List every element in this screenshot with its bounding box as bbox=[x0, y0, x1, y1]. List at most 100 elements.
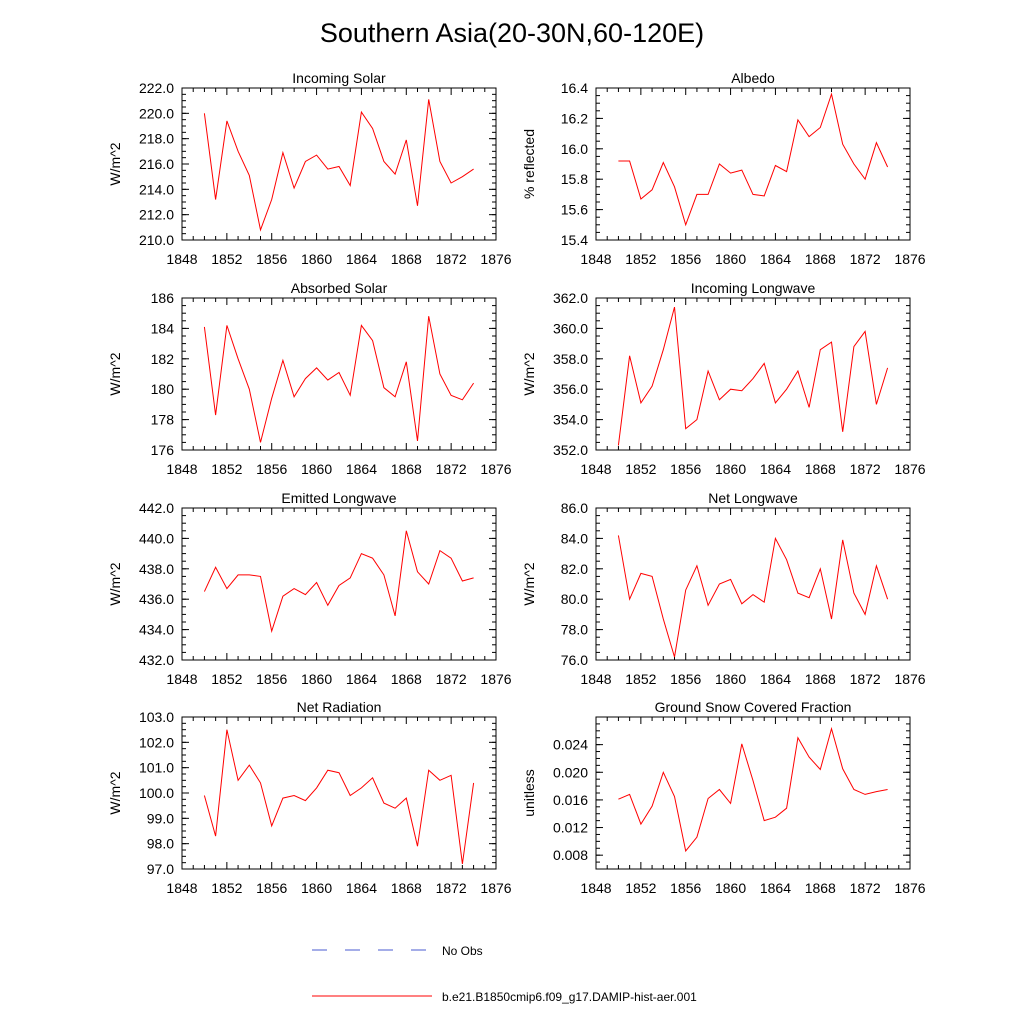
y-tick-label: 15.8 bbox=[561, 171, 588, 187]
chart-panel-1: Incoming Solar W/m^2 1848 1852 1856 1860 1864 1… bbox=[107, 70, 512, 267]
chart-panels: Incoming Solar W/m^2 1848 1852 1856 1860 1864 1… bbox=[107, 70, 926, 896]
y-tick-label: 442.0 bbox=[139, 500, 174, 516]
plot-frame bbox=[181, 87, 497, 241]
y-tick-label: 15.4 bbox=[561, 232, 588, 248]
x-tick-label: 1872 bbox=[436, 461, 467, 477]
chart-panel-2: Albedo % reflected 1848 1852 1856 1860 1864 186… bbox=[521, 70, 926, 267]
x-tick-label: 1848 bbox=[580, 880, 611, 896]
y-axis-label: W/m^2 bbox=[107, 142, 123, 185]
y-tick-label: 360.0 bbox=[553, 320, 588, 336]
x-tick-label: 1848 bbox=[580, 251, 611, 267]
x-tick-label: 1852 bbox=[625, 461, 656, 477]
plot-frame bbox=[595, 87, 911, 241]
panel-title: Net Longwave bbox=[708, 490, 798, 506]
series-line bbox=[203, 530, 474, 634]
legend-no-obs-label: No Obs bbox=[442, 944, 483, 958]
y-axis-label: W/m^2 bbox=[107, 562, 123, 605]
x-tick-label: 1848 bbox=[580, 671, 611, 687]
y-tick-label: 354.0 bbox=[553, 412, 588, 428]
panel-title: Emitted Longwave bbox=[281, 490, 396, 506]
y-axis-label: W/m^2 bbox=[107, 352, 123, 395]
x-tick-label: 1848 bbox=[580, 461, 611, 477]
y-tick-label: 76.0 bbox=[561, 652, 588, 668]
x-tick-label: 1876 bbox=[894, 251, 925, 267]
y-tick-label: 86.0 bbox=[561, 500, 588, 516]
x-tick-label: 1872 bbox=[436, 671, 467, 687]
plot-frame bbox=[181, 507, 497, 661]
x-tick-label: 1852 bbox=[625, 251, 656, 267]
y-tick-label: 82.0 bbox=[561, 561, 588, 577]
y-tick-label: 0.008 bbox=[553, 847, 588, 863]
x-tick-label: 1860 bbox=[715, 461, 746, 477]
x-tick-label: 1868 bbox=[805, 671, 836, 687]
x-tick-label: 1856 bbox=[256, 880, 287, 896]
x-tick-label: 1872 bbox=[850, 671, 881, 687]
x-tick-label: 1848 bbox=[166, 671, 197, 687]
series-line bbox=[203, 99, 474, 232]
y-tick-label: 182 bbox=[151, 351, 175, 367]
chart-panel-5: Emitted Longwave W/m^2 1848 1852 1856 1860 186… bbox=[107, 490, 512, 687]
y-tick-label: 356.0 bbox=[553, 381, 588, 397]
figure-title: Southern Asia(20-30N,60-120E) bbox=[320, 18, 704, 48]
x-tick-label: 1848 bbox=[166, 251, 197, 267]
x-tick-label: 1868 bbox=[391, 461, 422, 477]
x-tick-label: 1856 bbox=[670, 251, 701, 267]
x-tick-label: 1852 bbox=[211, 461, 242, 477]
y-tick-label: 15.6 bbox=[561, 202, 588, 218]
x-tick-label: 1872 bbox=[436, 880, 467, 896]
x-tick-label: 1876 bbox=[480, 461, 511, 477]
x-tick-label: 1872 bbox=[436, 251, 467, 267]
y-tick-label: 358.0 bbox=[553, 351, 588, 367]
x-tick-label: 1860 bbox=[301, 461, 332, 477]
chart-panel-4: Incoming Longwave W/m^2 1848 1852 1856 1860 18… bbox=[521, 280, 926, 477]
series-line bbox=[618, 92, 889, 227]
x-tick-label: 1868 bbox=[805, 461, 836, 477]
x-tick-label: 1872 bbox=[850, 251, 881, 267]
y-tick-label: 440.0 bbox=[139, 530, 174, 546]
chart-panel-7: Net Radiation W/m^2 1848 1852 1856 1860 1864 18… bbox=[107, 699, 512, 896]
y-tick-label: 98.0 bbox=[147, 836, 174, 852]
legend: No Obs b.e21.B1850cmip6.f09_g17.DAMIP-hi… bbox=[312, 944, 697, 1004]
y-tick-label: 436.0 bbox=[139, 591, 174, 607]
y-tick-label: 184 bbox=[151, 320, 175, 336]
x-tick-label: 1864 bbox=[346, 251, 377, 267]
y-tick-label: 16.4 bbox=[561, 80, 588, 96]
y-tick-label: 16.0 bbox=[561, 141, 588, 157]
x-tick-label: 1852 bbox=[211, 251, 242, 267]
y-tick-label: 212.0 bbox=[139, 207, 174, 223]
x-tick-label: 1860 bbox=[301, 671, 332, 687]
y-tick-label: 0.020 bbox=[553, 764, 588, 780]
x-tick-label: 1876 bbox=[480, 251, 511, 267]
y-tick-label: 434.0 bbox=[139, 622, 174, 638]
y-tick-label: 0.012 bbox=[553, 820, 588, 836]
panel-title: Net Radiation bbox=[297, 699, 382, 715]
x-tick-label: 1872 bbox=[850, 880, 881, 896]
x-tick-label: 1868 bbox=[805, 880, 836, 896]
y-tick-label: 0.016 bbox=[553, 792, 588, 808]
x-tick-label: 1868 bbox=[391, 671, 422, 687]
x-tick-label: 1864 bbox=[760, 251, 791, 267]
x-tick-label: 1852 bbox=[625, 880, 656, 896]
y-tick-label: 216.0 bbox=[139, 156, 174, 172]
x-tick-label: 1856 bbox=[256, 251, 287, 267]
series-line bbox=[617, 535, 889, 658]
plot-frame bbox=[595, 297, 911, 451]
x-tick-label: 1864 bbox=[760, 880, 791, 896]
y-tick-label: 80.0 bbox=[561, 591, 588, 607]
x-tick-label: 1852 bbox=[211, 880, 242, 896]
y-axis-label: W/m^2 bbox=[521, 562, 537, 605]
legend-model-label: b.e21.B1850cmip6.f09_g17.DAMIP-hist-aer.… bbox=[442, 990, 697, 1004]
x-tick-label: 1856 bbox=[256, 461, 287, 477]
chart-panel-8: Ground Snow Covered Fraction unitless 1848… bbox=[521, 699, 926, 896]
x-tick-label: 1864 bbox=[760, 671, 791, 687]
plot-frame bbox=[181, 297, 497, 451]
panel-title: Incoming Longwave bbox=[691, 280, 816, 296]
x-tick-label: 1864 bbox=[760, 461, 791, 477]
y-axis-label: unitless bbox=[521, 769, 537, 816]
y-axis-label: W/m^2 bbox=[107, 771, 123, 814]
y-tick-label: 438.0 bbox=[139, 561, 174, 577]
y-tick-label: 99.0 bbox=[147, 810, 174, 826]
x-tick-label: 1848 bbox=[166, 461, 197, 477]
x-tick-label: 1872 bbox=[850, 461, 881, 477]
